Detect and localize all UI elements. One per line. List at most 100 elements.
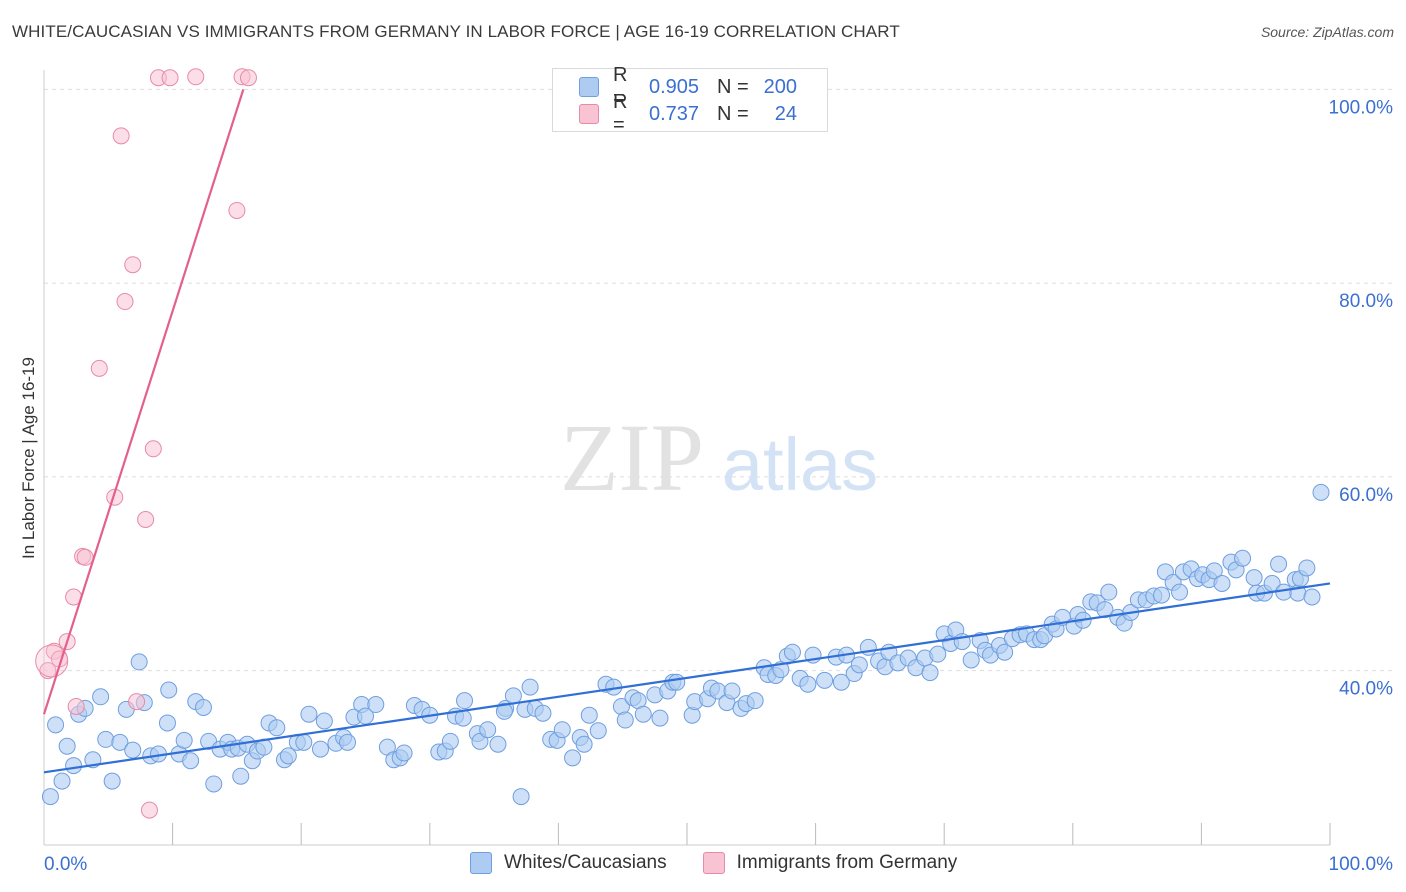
grid-lines (44, 88, 1392, 672)
x-tick-label-right: 100.0% (1329, 854, 1394, 875)
trend-lines (42, 89, 1331, 774)
data-point-whites (103, 772, 121, 790)
data-point-whites (521, 678, 539, 696)
data-point-whites (1312, 483, 1330, 501)
data-point-immigrants (161, 69, 179, 87)
legend-n-label: N = (717, 75, 749, 98)
data-point-whites (111, 733, 129, 751)
data-point-whites (41, 788, 59, 806)
data-point-whites (175, 731, 193, 749)
data-point-whites (92, 688, 110, 706)
data-point-whites (783, 643, 801, 661)
data-point-immigrants (128, 693, 146, 711)
legend-label-immigrants: Immigrants from Germany (736, 852, 958, 873)
data-point-immigrants (67, 697, 85, 715)
chart-title: WHITE/CAUCASIAN VS IMMIGRANTS FROM GERMA… (12, 22, 900, 41)
data-point-whites (441, 732, 459, 750)
y-tick-label: 80.0% (1339, 291, 1393, 312)
data-point-whites (232, 767, 250, 785)
data-point-whites (504, 687, 522, 705)
legend-item-whites[interactable]: Whites/Caucasians (470, 852, 667, 874)
data-point-immigrants (116, 293, 134, 311)
data-point-whites (634, 705, 652, 723)
data-point-whites (489, 735, 507, 753)
data-point-immigrants (76, 548, 94, 566)
data-point-whites (58, 737, 76, 755)
data-point-whites (205, 775, 223, 793)
data-point-whites (47, 716, 65, 734)
data-point-whites (1245, 569, 1263, 587)
data-point-immigrants (137, 511, 155, 528)
data-point-whites (1213, 574, 1231, 592)
data-point-whites (279, 747, 297, 765)
y-axis-title: In Labor Force | Age 16-19 (19, 357, 38, 559)
data-point-whites (182, 752, 200, 770)
data-point-whites (338, 733, 356, 751)
data-point-whites (816, 671, 834, 689)
legend-n-value-whites: 200 (763, 75, 797, 98)
data-point-immigrants (112, 127, 130, 145)
data-point-whites (315, 712, 333, 730)
legend-row-immigrants: R = 0.737 N = 24 (579, 91, 797, 136)
data-point-immigrants (140, 801, 158, 819)
data-point-whites (268, 719, 286, 737)
legend-r-label: R = (613, 91, 628, 136)
y-tick-label: 100.0% (1329, 97, 1394, 118)
data-point-whites (1153, 586, 1171, 604)
legend-r-value-immigrants: 0.737 (649, 102, 700, 125)
data-point-immigrants (144, 440, 162, 458)
watermark-zip: ZIP (560, 404, 704, 511)
data-point-whites (1100, 583, 1118, 601)
data-point-immigrants (90, 359, 108, 377)
data-point-whites (651, 709, 669, 727)
data-point-whites (1303, 588, 1321, 606)
legend-label-whites: Whites/Caucasians (504, 852, 667, 873)
data-point-whites (553, 721, 571, 739)
data-point-whites (723, 682, 741, 700)
axis-labels: 40.0% 60.0% 80.0% 100.0% 0.0% 100.0% In Labor … (19, 97, 1393, 875)
data-point-whites (479, 721, 497, 739)
data-point-whites (850, 656, 868, 674)
trend-line-immigrants (42, 89, 245, 715)
source-credit: Source: ZipAtlas.com (1260, 24, 1394, 40)
legend-swatch-whites (470, 852, 492, 874)
data-point-whites (1234, 549, 1252, 567)
stats-legend: R = 0.905 N = 200 R = 0.737 N = 24 (552, 64, 828, 136)
data-point-whites (1205, 562, 1223, 580)
data-point-immigrants (187, 68, 205, 86)
watermark-atlas: atlas (722, 423, 878, 506)
y-tick-label: 40.0% (1339, 679, 1393, 700)
data-point-whites (746, 692, 764, 710)
data-point-immigrants (124, 256, 142, 274)
series-legend: Whites/Caucasians Immigrants from German… (470, 852, 993, 874)
data-point-whites (130, 653, 148, 671)
data-point-whites (160, 681, 178, 699)
data-point-whites (65, 757, 83, 775)
legend-item-immigrants[interactable]: Immigrants from Germany (702, 852, 958, 874)
data-point-whites (921, 664, 939, 682)
legend-swatch-immigrants (579, 104, 599, 124)
data-point-whites (1298, 559, 1316, 577)
data-point-whites (589, 722, 607, 740)
data-point-whites (194, 698, 212, 716)
axes (43, 70, 1331, 846)
legend-r-label: R = (613, 64, 628, 109)
y-tick-label: 60.0% (1339, 485, 1393, 506)
data-point-whites (564, 749, 582, 767)
data-point-whites (97, 730, 115, 748)
data-point-whites (1270, 555, 1288, 573)
data-point-whites (53, 772, 71, 790)
data-point-whites (158, 714, 176, 732)
watermark: ZIP atlas (560, 404, 878, 511)
points-immigrants (35, 68, 257, 819)
data-point-whites (799, 675, 817, 693)
data-point-whites (456, 692, 474, 710)
data-point-immigrants (239, 69, 257, 87)
data-point-whites (534, 704, 552, 722)
legend-swatch-immigrants (702, 852, 725, 874)
data-point-whites (367, 696, 385, 714)
points-whites (41, 483, 1330, 806)
data-point-whites (295, 733, 313, 751)
legend-n-value-immigrants: 24 (774, 102, 797, 125)
